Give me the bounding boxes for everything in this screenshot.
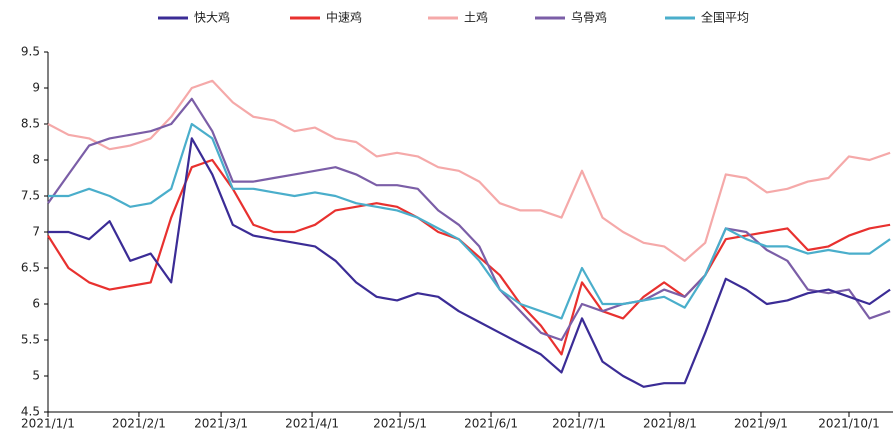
y-tick-label: 7 <box>32 225 40 239</box>
series-line <box>47 97 891 342</box>
legend-label: 土鸡 <box>464 10 488 25</box>
y-tick-label: 8 <box>32 153 40 167</box>
legend-label: 快大鸡 <box>194 10 230 25</box>
series-line <box>48 137 891 388</box>
legend-label: 全国平均 <box>701 10 749 25</box>
x-tick-label: 2021/7/1 <box>552 417 606 430</box>
y-tick-label: 9.5 <box>21 45 40 59</box>
series-line <box>47 79 891 262</box>
y-tick-label: 5 <box>32 369 40 383</box>
x-tick-label: 2021/4/1 <box>285 417 339 430</box>
x-tick-label: 2021/10/1 <box>818 417 880 430</box>
legend-label: 乌骨鸡 <box>571 10 607 25</box>
x-tick-label: 2021/6/1 <box>464 417 518 430</box>
x-tick-label: 2021/5/1 <box>373 417 427 430</box>
y-tick-label: 6 <box>32 297 40 311</box>
x-tick-label: 2021/9/1 <box>734 417 788 430</box>
y-tick-label: 7.5 <box>21 189 40 203</box>
x-tick-label: 2021/2/1 <box>112 417 166 430</box>
x-tick-label: 2021/1/1 <box>21 417 75 430</box>
y-tick-label: 9 <box>32 81 40 95</box>
legend-label: 中速鸡 <box>326 10 362 25</box>
y-tick-label: 4.5 <box>21 405 40 419</box>
x-tick-label: 2021/8/1 <box>643 417 697 430</box>
y-tick-label: 8.5 <box>21 117 40 131</box>
y-tick-label: 5.5 <box>21 333 40 347</box>
series-line <box>48 122 891 320</box>
y-tick-label: 6.5 <box>21 261 40 275</box>
x-tick-label: 2021/3/1 <box>194 417 248 430</box>
